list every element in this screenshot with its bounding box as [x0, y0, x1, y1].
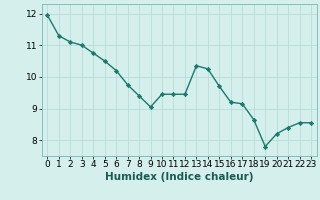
- X-axis label: Humidex (Indice chaleur): Humidex (Indice chaleur): [105, 172, 253, 182]
